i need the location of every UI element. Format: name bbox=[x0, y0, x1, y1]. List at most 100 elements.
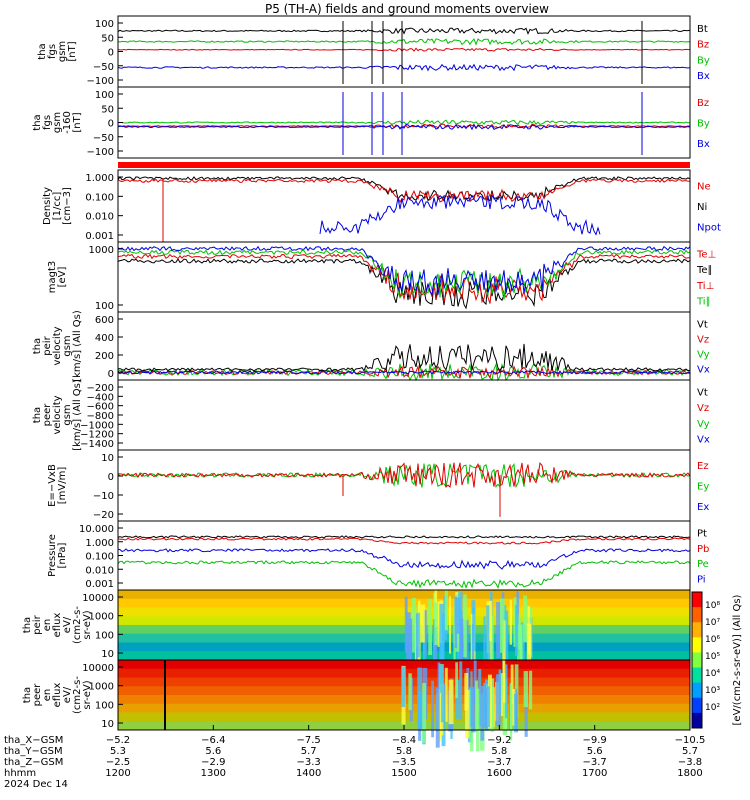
spectrogram-streak bbox=[458, 592, 463, 634]
x-tick-label: 1400 bbox=[296, 768, 321, 779]
y-tick-label: 0 bbox=[108, 369, 114, 380]
spectrogram-streak bbox=[475, 680, 479, 732]
y-axis-label: sr-eV) bbox=[82, 610, 93, 639]
legend-label: Vz bbox=[697, 334, 709, 345]
series-line bbox=[117, 47, 691, 52]
legend-label: Vy bbox=[697, 350, 710, 361]
spectrogram-streak bbox=[515, 688, 518, 731]
spectrogram-streak bbox=[472, 607, 476, 652]
colorbar-tick-label: 10⁴ bbox=[705, 669, 720, 679]
x-axis-row-label: 2024 Dec 14 bbox=[4, 779, 68, 790]
colorbar-segment bbox=[692, 637, 702, 653]
y-axis-label: en bbox=[42, 619, 53, 632]
legend-label: Te∥ bbox=[696, 265, 713, 276]
y-tick-label: 1000 bbox=[89, 245, 114, 256]
x-tick-label: −5.2 bbox=[106, 735, 130, 746]
spectrogram-streak bbox=[509, 599, 512, 645]
spectrogram-streak bbox=[498, 669, 502, 714]
spectrogram-streak bbox=[411, 597, 416, 653]
x-tick-label: −3.5 bbox=[392, 757, 416, 768]
y-axis-label: -160 bbox=[62, 111, 73, 134]
spectrogram-streak bbox=[464, 673, 469, 711]
spectrogram-streak bbox=[471, 686, 476, 733]
velocity-line bbox=[117, 343, 691, 372]
y-axis-label: [km/s] (All Qs) bbox=[72, 379, 83, 451]
y-axis-label: [cm−3] bbox=[62, 187, 73, 225]
spectrogram-streak bbox=[401, 666, 406, 707]
y-axis-label: Density bbox=[42, 187, 53, 225]
spectrogram-streak bbox=[465, 689, 470, 739]
colorbar-segment bbox=[692, 712, 702, 729]
spectrogram-streak bbox=[428, 598, 433, 656]
y-axis-label: [nT] bbox=[67, 41, 78, 61]
colorbar-tick-label: 10⁶ bbox=[705, 635, 720, 645]
legend-label: Pe bbox=[697, 559, 709, 570]
y-axis-label: magt3 bbox=[47, 261, 58, 294]
y-tick-label: 10 bbox=[101, 453, 114, 464]
spectrogram-streak bbox=[437, 601, 440, 647]
spectrogram-streak bbox=[478, 668, 482, 727]
y-axis-label: peir bbox=[32, 614, 43, 634]
y-tick-label: 1000 bbox=[89, 612, 114, 623]
y-tick-label: 1.000 bbox=[85, 538, 114, 549]
spectrogram-streak bbox=[480, 685, 485, 741]
legend-label: Te⊥ bbox=[696, 250, 716, 261]
colorbar-segment bbox=[692, 607, 702, 623]
y-tick-label: 1.000 bbox=[85, 173, 114, 184]
colorbar-segment bbox=[692, 682, 702, 699]
x-tick-label: −3.3 bbox=[297, 757, 321, 768]
y-tick-label: 0.010 bbox=[85, 565, 114, 576]
spectrogram-streak bbox=[422, 682, 427, 743]
series-line bbox=[117, 123, 691, 131]
y-axis-label: [nT] bbox=[72, 112, 83, 132]
spectrogram-streak bbox=[437, 662, 441, 707]
y-axis-label: [eV] bbox=[57, 267, 68, 288]
y-tick-label: 100 bbox=[95, 19, 114, 30]
x-tick-label: 5.6 bbox=[205, 746, 221, 757]
x-tick-label: 1600 bbox=[487, 768, 512, 779]
y-tick-label: 600 bbox=[95, 315, 114, 326]
spectrogram-streak bbox=[486, 605, 491, 664]
y-tick-label: −10 bbox=[93, 491, 114, 502]
spectrogram-streak bbox=[483, 616, 486, 678]
legend-label: Ni bbox=[697, 202, 707, 213]
y-tick-label: 50 bbox=[101, 33, 114, 44]
spectrogram-streak bbox=[454, 596, 457, 649]
legend-label: Ey bbox=[697, 482, 709, 493]
spectrogram-streak bbox=[431, 680, 435, 738]
velocity-line bbox=[117, 370, 691, 375]
spectrogram-streak bbox=[416, 612, 420, 658]
spectrogram-streak bbox=[510, 688, 516, 726]
spectrogram-band bbox=[118, 607, 690, 617]
y-tick-label: 0.001 bbox=[85, 579, 114, 590]
spectrogram-band bbox=[118, 660, 690, 670]
spectrogram-streak bbox=[439, 692, 442, 739]
density-line bbox=[117, 176, 691, 202]
series-line bbox=[117, 63, 691, 72]
y-tick-label: 100 bbox=[95, 700, 114, 711]
legend-label: Ti⊥ bbox=[696, 281, 714, 292]
spectrogram-streak bbox=[520, 622, 525, 669]
y-tick-label: 10 bbox=[101, 649, 114, 660]
y-tick-label: 10.000 bbox=[79, 524, 114, 535]
spectrogram-streak bbox=[408, 618, 413, 681]
y-tick-label: −20 bbox=[93, 510, 114, 521]
y-tick-label: 50 bbox=[101, 104, 114, 115]
spectrogram-streak bbox=[496, 602, 501, 659]
y-tick-label: 100 bbox=[95, 90, 114, 101]
y-axis-label: Pressure bbox=[47, 534, 58, 577]
x-tick-label: 5.7 bbox=[682, 746, 698, 757]
y-axis-label: tha bbox=[32, 338, 43, 354]
spectrogram-band bbox=[118, 616, 690, 626]
spectrogram-streak bbox=[440, 664, 444, 723]
x-tick-label: 1300 bbox=[201, 768, 226, 779]
colorbar-tick-label: 10⁵ bbox=[705, 652, 720, 662]
spectrogram-streak bbox=[439, 603, 444, 667]
spectrogram-streak bbox=[490, 678, 494, 732]
x-tick-label: −8.4 bbox=[392, 735, 416, 746]
spectrogram-streak bbox=[504, 664, 508, 719]
spectrogram-band bbox=[118, 633, 690, 643]
panel-frame bbox=[117, 520, 691, 591]
y-tick-label: 400 bbox=[95, 333, 114, 344]
panel-frame bbox=[117, 379, 691, 451]
